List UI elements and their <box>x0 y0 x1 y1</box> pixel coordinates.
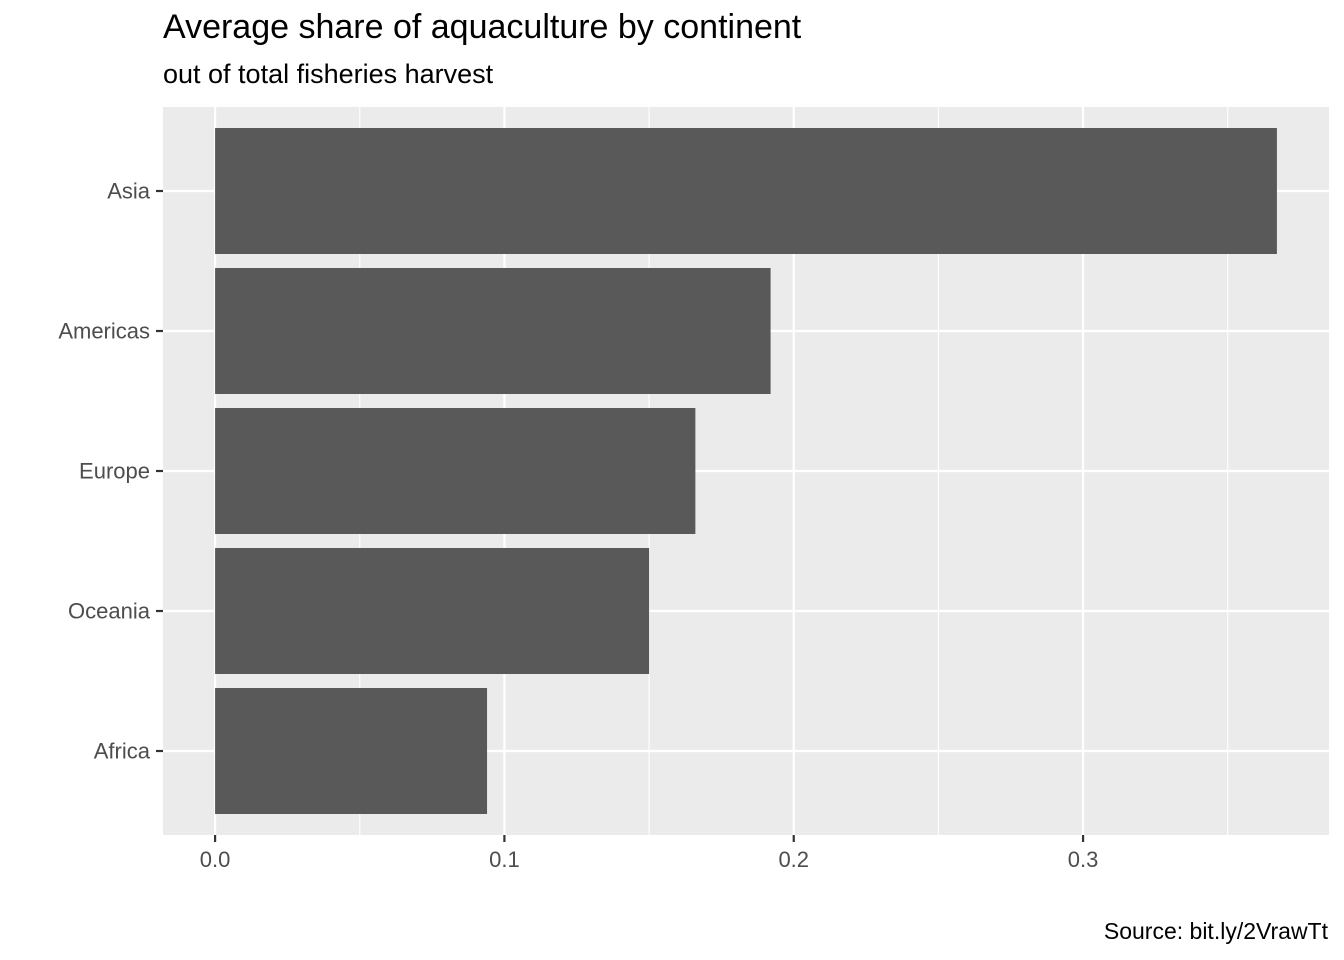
x-axis: 0.0 0.1 0.2 0.3 <box>200 835 1099 872</box>
y-tick-label: Oceania <box>68 599 151 624</box>
y-tick-label: Americas <box>58 319 150 344</box>
chart-subtitle: out of total fisheries harvest <box>163 59 494 89</box>
bar-asia <box>215 128 1277 254</box>
x-tick-label: 0.2 <box>778 847 809 872</box>
x-tick-label: 0.1 <box>489 847 520 872</box>
bar-oceania <box>215 548 650 674</box>
y-tick-label: Asia <box>107 179 151 204</box>
bar-europe <box>215 408 696 534</box>
x-tick-label: 0.0 <box>200 847 231 872</box>
x-tick-label: 0.3 <box>1068 847 1099 872</box>
chart-caption: Source: bit.ly/2VrawTt <box>1103 918 1328 944</box>
y-tick-label: Europe <box>79 459 150 484</box>
bar-americas <box>215 268 771 394</box>
chart-title: Average share of aquaculture by continen… <box>163 8 802 46</box>
bars <box>215 128 1277 814</box>
y-tick-label: Africa <box>94 739 151 764</box>
y-axis: Asia Americas Europe Oceania Africa <box>58 179 163 764</box>
bar-africa <box>215 688 488 814</box>
